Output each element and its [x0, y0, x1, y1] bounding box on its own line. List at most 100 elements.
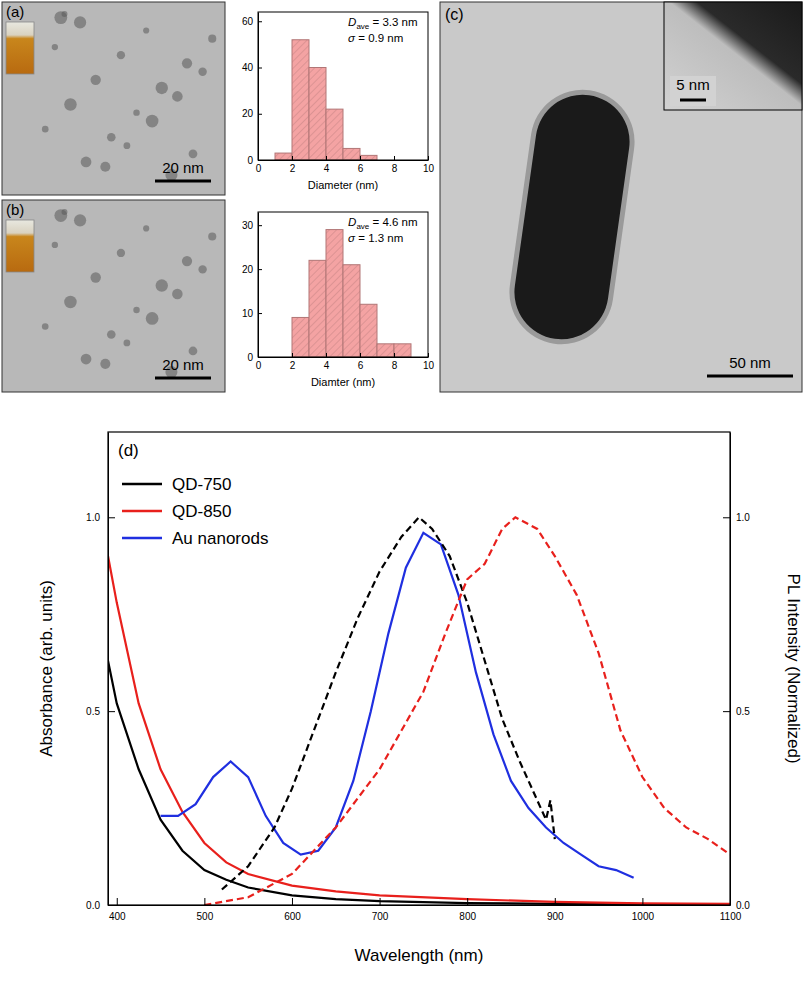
x-axis-line — [109, 905, 731, 906]
y-axis-tick-label: 0 — [247, 155, 253, 166]
curve — [108, 556, 730, 904]
x-axis-tick-mark — [428, 156, 429, 160]
vial-photo — [6, 22, 34, 74]
inset-scale-bar-label: 5 nm — [676, 76, 709, 93]
x-axis-tick: 2 — [290, 353, 296, 371]
panel-label: (c) — [445, 6, 464, 23]
bar — [360, 304, 377, 357]
x-axis-tick: 600 — [284, 898, 301, 922]
x-axis-tick-label: 2 — [290, 163, 296, 174]
curve — [161, 533, 634, 878]
particle — [100, 359, 110, 369]
y-axis-tick: 1.0 — [86, 512, 115, 523]
inset-scale-bar — [680, 99, 706, 102]
y-axis-tick-label: 30 — [242, 220, 254, 231]
x-axis-tick-mark — [360, 353, 361, 357]
x-axis-tick-label: 1100 — [720, 911, 742, 922]
y-axis-tick-mark — [258, 160, 262, 161]
bar — [360, 155, 377, 160]
y-axis-tick-mark — [108, 711, 115, 712]
x-axis-tick-label: 900 — [547, 911, 564, 922]
particle — [42, 126, 49, 133]
legend-swatch — [122, 537, 162, 540]
particle — [208, 232, 216, 240]
x-axis-tick-mark — [555, 898, 556, 905]
bar — [292, 317, 309, 357]
x-axis-tick: 1000 — [632, 898, 655, 922]
particle — [100, 162, 110, 172]
panel-label: (d) — [118, 441, 139, 460]
y-axis-tick: 60 — [242, 16, 262, 27]
x-axis: 40050060070080090010001100 — [109, 898, 742, 922]
x-axis-tick: 10 — [423, 353, 435, 371]
inset-image — [664, 2, 802, 110]
x-axis-tick-mark — [204, 898, 205, 905]
particle — [133, 307, 139, 313]
x-axis-tick: 8 — [392, 353, 398, 371]
legend-label: Au nanorods — [172, 529, 268, 548]
y-axis-tick: 30 — [242, 220, 262, 231]
plot-frame — [108, 432, 730, 905]
particle — [90, 75, 100, 85]
particle — [189, 149, 198, 158]
bar — [343, 148, 360, 160]
curve — [204, 517, 730, 905]
legend-label: QD-850 — [172, 502, 232, 521]
y-axis-line — [108, 433, 109, 906]
tem-image: 5 nm (c) 50 nm — [440, 2, 802, 392]
y-axis: 0204060 — [242, 13, 262, 166]
scale-bar-label: 50 nm — [729, 354, 771, 371]
image-background — [2, 200, 225, 392]
y2-axis-line — [730, 433, 731, 906]
annotation-text: = 4.6 nm — [369, 216, 417, 228]
y-axis-tick-mark — [258, 357, 262, 358]
y2-axis-tick-label: 0.5 — [736, 706, 750, 717]
scale-bar — [155, 180, 211, 183]
panel-label: (b) — [6, 201, 24, 218]
y-axis-tick: 0.5 — [86, 706, 115, 717]
annotation: Dave = 4.6 nm — [348, 216, 417, 231]
particle — [198, 68, 206, 76]
plot-frame — [258, 12, 428, 160]
x-axis-tick-mark — [326, 353, 327, 357]
particle — [156, 82, 168, 94]
x-axis-title: Wavelength (nm) — [355, 946, 484, 965]
particle — [64, 296, 77, 309]
x-axis-tick-label: 700 — [372, 911, 389, 922]
x-axis-tick-label: 1000 — [632, 911, 655, 922]
y-axis-tick-label: 40 — [242, 62, 254, 73]
x-axis-tick: 4 — [324, 156, 330, 174]
x-axis: 0246810 — [256, 353, 435, 371]
particle — [182, 256, 192, 266]
y2-axis-tick-mark — [723, 517, 730, 518]
x-axis-tick-mark — [428, 353, 429, 357]
y-axis-tick-mark — [258, 269, 262, 270]
x-axis-tick-label: 0 — [256, 163, 262, 174]
annotation-symbol: D — [348, 216, 356, 228]
bar — [394, 344, 411, 357]
particle — [117, 249, 125, 257]
particle — [208, 35, 216, 43]
x-axis-tick-mark — [380, 898, 381, 905]
image-background — [2, 2, 225, 195]
particle — [123, 142, 130, 149]
x-axis-line — [259, 357, 429, 358]
x-axis: 0246810 — [256, 156, 435, 174]
y-axis-tick-mark — [258, 114, 262, 115]
particle — [123, 340, 130, 347]
annotation-subscript: ave — [356, 222, 369, 231]
x-axis-tick-mark — [467, 898, 468, 905]
plot-frame — [258, 212, 428, 357]
x-axis-tick-mark — [394, 156, 395, 160]
y-axis: 0.00.51.0 — [86, 433, 115, 911]
y-axis: 0102030 — [242, 213, 262, 363]
particle — [117, 51, 125, 59]
y2-axis-tick-mark — [723, 711, 730, 712]
x-axis-tick-mark — [326, 156, 327, 160]
x-axis-tick: 500 — [197, 898, 214, 922]
bar — [326, 230, 343, 357]
nanorod — [508, 89, 635, 346]
y-axis-tick: 0 — [247, 155, 262, 166]
x-axis-tick-label: 10 — [423, 360, 435, 371]
particle — [81, 157, 92, 168]
